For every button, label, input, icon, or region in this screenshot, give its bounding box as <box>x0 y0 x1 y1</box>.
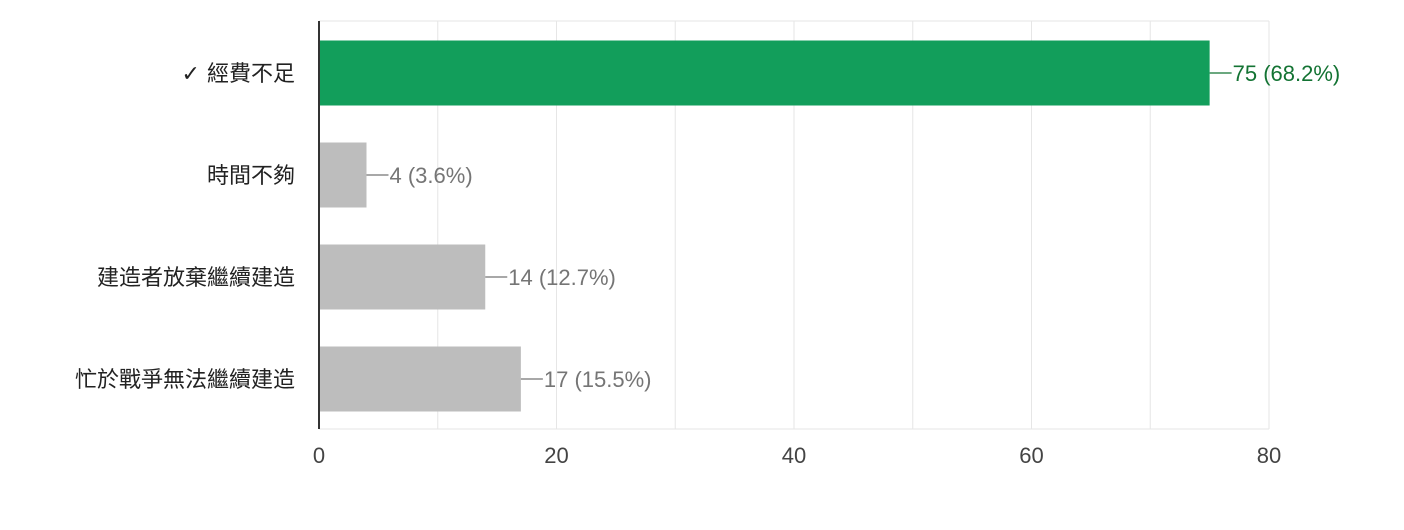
bar-2 <box>319 244 486 310</box>
category-name: 忙於戰爭無法繼續建造 <box>75 368 295 393</box>
category-label: 時間不夠 <box>207 164 295 189</box>
category-label: ✓ 經費不足 <box>182 62 295 87</box>
data-label: 4 (3.6%) <box>390 163 473 188</box>
category-name: 時間不夠 <box>207 164 295 189</box>
bar-0 <box>319 40 1210 106</box>
x-tick-label: 60 <box>1019 443 1043 468</box>
x-tick-label: 80 <box>1257 443 1281 468</box>
category-label: 忙於戰爭無法繼續建造 <box>75 368 295 393</box>
x-tick-label: 40 <box>782 443 806 468</box>
bar-3 <box>319 346 521 412</box>
category-name: 經費不足 <box>207 62 295 87</box>
data-label: 75 (68.2%) <box>1233 61 1341 86</box>
bar-1 <box>319 142 367 208</box>
category-name: 建造者放棄繼續建造 <box>97 266 295 291</box>
correct-check-icon: ✓ <box>182 62 207 87</box>
category-label: 建造者放棄繼續建造 <box>97 266 295 291</box>
data-label: 17 (15.5%) <box>544 367 652 392</box>
x-tick-label: 0 <box>313 443 325 468</box>
x-tick-label: 20 <box>544 443 568 468</box>
data-label: 14 (12.7%) <box>508 265 616 290</box>
